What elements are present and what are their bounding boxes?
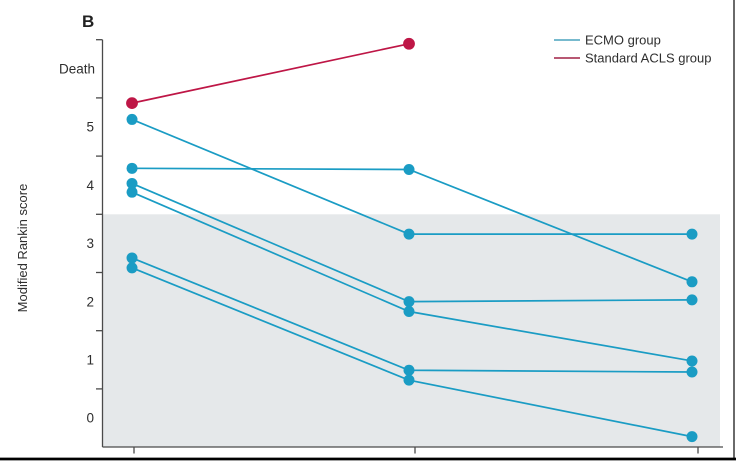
ecmo-patient-5-point-2 bbox=[686, 366, 698, 378]
legend-label-acls: Standard ACLS group bbox=[585, 51, 711, 66]
y-label-3: 3 bbox=[86, 236, 94, 251]
y-label-0: 0 bbox=[86, 411, 94, 426]
y-label-4: 4 bbox=[86, 178, 94, 193]
ecmo-patient-6-point-1 bbox=[403, 374, 415, 386]
series-lines bbox=[126, 37, 698, 443]
ecmo-patient-4-point-0 bbox=[126, 186, 138, 198]
ecmo-patient-3-point-2 bbox=[686, 294, 698, 306]
acls-patient-1-point-1 bbox=[403, 37, 415, 50]
ecmo-patient-4-point-1 bbox=[403, 305, 415, 317]
legend-label-ecmo: ECMO group bbox=[585, 33, 661, 48]
ecmo-patient-5-point-0 bbox=[126, 252, 138, 264]
ecmo-patient-6-point-0 bbox=[126, 262, 138, 274]
y-label-death: Death bbox=[59, 62, 95, 77]
y-label-5: 5 bbox=[86, 120, 94, 135]
y-label-2: 2 bbox=[86, 294, 94, 309]
ecmo-patient-3-point-1 bbox=[403, 296, 415, 308]
acls-patient-1-line bbox=[131, 42, 410, 104]
y-axis-title: Modified Rankin score bbox=[15, 184, 30, 313]
ecmo-patient-1-point-2 bbox=[686, 228, 698, 240]
axes bbox=[96, 39, 723, 454]
ecmo-patient-4-point-2 bbox=[686, 355, 698, 367]
ecmo-patient-3-point-0 bbox=[126, 177, 138, 189]
figure-frame bbox=[0, 0, 736, 461]
ecmo-patient-2-point-0 bbox=[126, 162, 138, 174]
ecmo-patient-2-point-2 bbox=[686, 276, 698, 288]
y-label-1: 1 bbox=[86, 353, 94, 368]
shaded-region bbox=[102, 214, 720, 447]
ecmo-patient-6-point-2 bbox=[686, 431, 698, 443]
ecmo-patient-1-point-1 bbox=[403, 228, 415, 240]
ecmo-patient-1-point-0 bbox=[126, 113, 138, 125]
ecmo-patient-2-point-1 bbox=[403, 163, 415, 175]
acls-patient-1-point-0 bbox=[126, 97, 138, 110]
ecmo-patient-5-point-1 bbox=[403, 364, 415, 376]
shaded-region-rect bbox=[102, 214, 720, 447]
panel-label: B bbox=[82, 12, 94, 31]
legend: ECMO group Standard ACLS group bbox=[554, 33, 711, 66]
